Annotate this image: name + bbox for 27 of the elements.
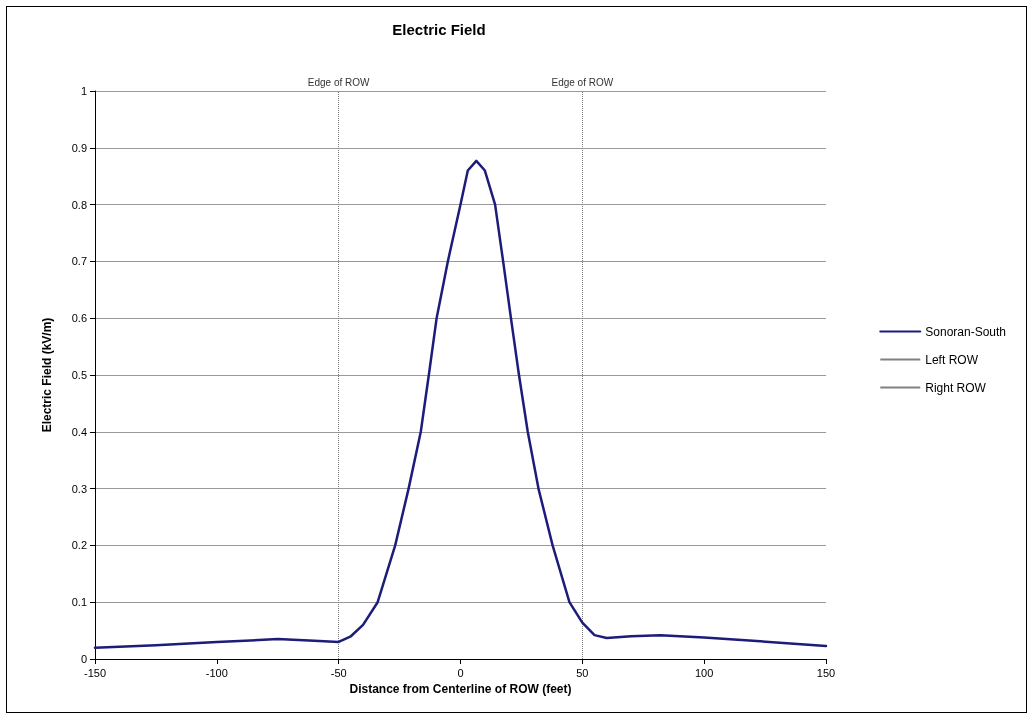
legend-label: Sonoran-South	[925, 324, 1007, 339]
x-tick-label: -100	[205, 666, 228, 679]
y-tick-label: 0.8	[71, 198, 87, 211]
x-tick-label: 50	[576, 666, 589, 679]
x-tick-label: 0	[457, 666, 464, 679]
y-tick-label: 0.9	[71, 141, 87, 154]
ref-line-label: Edge of ROW	[307, 76, 371, 88]
y-tick-label: 0.3	[71, 482, 87, 495]
y-axis-title: Electric Field (kV/m)	[40, 317, 54, 433]
y-tick-label: 0.5	[71, 369, 87, 381]
y-tick-label: 1	[80, 85, 87, 97]
x-tick-label: -150	[83, 666, 107, 679]
y-tick-label: 0.1	[71, 596, 87, 609]
y-tick-label: 0	[80, 653, 87, 665]
x-tick-label: 100	[694, 666, 714, 679]
y-tick-label: 0.4	[71, 425, 87, 438]
text: Left ROW	[925, 352, 979, 367]
text: Right ROW	[925, 380, 987, 395]
x-axis-title: Distance from Centerline of ROW (feet)	[349, 682, 572, 696]
y-tick-label: 0.6	[71, 312, 87, 325]
x-tick-label: -50	[330, 666, 347, 679]
line-series	[93, 159, 828, 649]
ref-line-label: Edge of ROW	[551, 76, 614, 88]
y-tick-label: 0.2	[71, 539, 87, 552]
chart-title: Electric Field	[392, 21, 486, 38]
x-tick-label: 150	[816, 666, 836, 679]
y-tick-label: 0.7	[71, 255, 87, 268]
